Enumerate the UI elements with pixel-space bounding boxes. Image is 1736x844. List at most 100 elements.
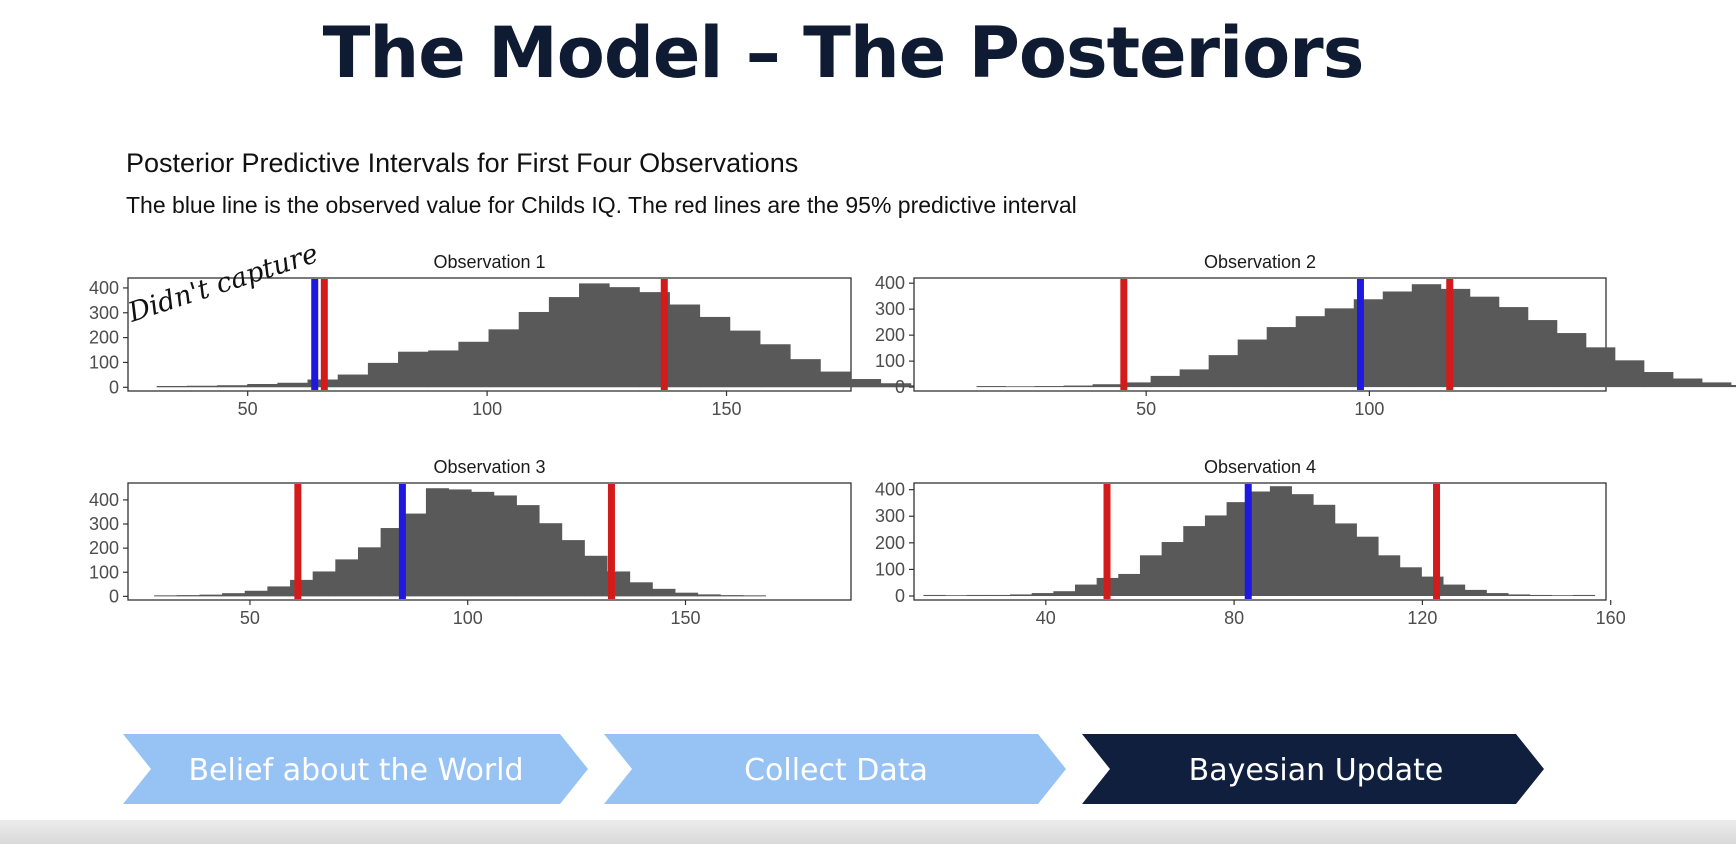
- panel-3-bar: [697, 594, 721, 597]
- panel-4-bar: [1399, 567, 1422, 597]
- panel-4-bar: [923, 594, 946, 597]
- panel-2-bar: [1585, 347, 1616, 388]
- panel-4-interval-upper-line: [1433, 484, 1441, 599]
- panel-1-bar: [548, 297, 580, 388]
- panel-2-y-tick-label: 100: [875, 351, 905, 371]
- panel-1-bar: [609, 287, 640, 388]
- panel-4-y-tick-label: 100: [875, 559, 905, 579]
- panel-2-title: Observation 2: [1204, 252, 1316, 272]
- panel-2-interval-upper-line: [1446, 279, 1454, 390]
- panel-1-bar: [156, 385, 188, 388]
- panel-4-bar: [1486, 593, 1509, 597]
- panel-2-y-tick-label: 200: [875, 325, 905, 345]
- chart-subtitle: The blue line is the observed value for …: [126, 192, 1077, 218]
- panel-2-bar: [1150, 375, 1181, 388]
- panel-3-x-tick-label: 100: [453, 608, 483, 628]
- panel-2-bar: [1643, 372, 1674, 388]
- panel-2-bar: [1556, 333, 1587, 388]
- panel-4-bar: [1031, 593, 1054, 597]
- panel-2-bar: [1034, 386, 1064, 388]
- panel-1-bar: [488, 329, 520, 388]
- panel-2-bar: [1005, 386, 1035, 388]
- panel-2-bar: [1498, 307, 1529, 388]
- panel-2-bar: [1731, 385, 1736, 388]
- panel-1-bar: [428, 350, 459, 388]
- panel-4-y-tick-label: 200: [875, 533, 905, 553]
- panel-2-observed-line: [1356, 279, 1364, 390]
- panel-4-y-tick-label: 300: [875, 506, 905, 526]
- panel-4-bar: [1118, 573, 1141, 597]
- panel-3-bar: [312, 571, 336, 597]
- panel-2-bar: [1179, 369, 1210, 388]
- panel-3-bar: [425, 488, 449, 597]
- flow-step-1-label: Belief about the World: [188, 753, 523, 788]
- panel-2-x-tick-label: 100: [1354, 399, 1384, 419]
- panel-4-bar: [945, 595, 968, 597]
- panel-4-bar: [1204, 515, 1227, 597]
- panel-3-y-tick-label: 300: [89, 514, 119, 534]
- panel-3-bar: [516, 505, 540, 597]
- panel-3-bar: [357, 547, 382, 597]
- panel-2-bar: [1295, 316, 1326, 388]
- panel-4-interval-lower-line: [1103, 484, 1111, 599]
- panel-1-bar: [880, 383, 912, 388]
- panel-2-bar: [1440, 288, 1471, 388]
- panel-3-bar: [403, 513, 427, 597]
- panel-4-bar: [1334, 523, 1357, 597]
- panel-3-y-tick-label: 0: [109, 586, 119, 606]
- panel-2-bar: [1701, 382, 1732, 388]
- panel-4-bar: [1508, 594, 1531, 597]
- panel-1-y-tick-label: 300: [89, 303, 119, 323]
- panel-3: Observation 3 0 100 200 300 400 50 100 150: [89, 457, 852, 628]
- panel-3-x-tick-label: 50: [240, 608, 260, 628]
- panel-1-x-tick-label: 150: [711, 399, 741, 419]
- panel-2-bar: [1527, 320, 1558, 388]
- panel-1-title: Observation 1: [433, 252, 545, 272]
- panel-3-interval-lower-line: [294, 484, 302, 599]
- panel-3-bar: [742, 595, 767, 597]
- panel-2-bar: [1237, 339, 1268, 388]
- panel-3-bar: [380, 528, 404, 597]
- panel-1-x-tick-label: 100: [472, 399, 502, 419]
- panel-1-x-tick-label: 50: [238, 399, 258, 419]
- panel-2-bar: [1092, 384, 1122, 388]
- panel-1-y-tick-label: 200: [89, 328, 119, 348]
- panel-4-bar: [1010, 594, 1033, 597]
- panel-4-bar: [1573, 594, 1596, 597]
- panel-1-y-tick-label: 0: [109, 377, 119, 397]
- panel-4-y-tick-label: 400: [875, 480, 905, 500]
- panel-3-bar: [652, 588, 676, 597]
- panel-1-interval-upper-line: [660, 279, 668, 390]
- panel-1-bar: [337, 374, 369, 388]
- panel-4-bar: [1074, 584, 1098, 597]
- panel-1-bar: [850, 379, 882, 388]
- panel-4-title: Observation 4: [1204, 457, 1316, 477]
- panel-1: Observation 1 0 100 200 300 400 50 100 150: [89, 252, 1032, 419]
- panel-2-x-tick-label: 50: [1136, 399, 1156, 419]
- panel-3-title: Observation 3: [433, 457, 545, 477]
- panel-1-interval-lower-line: [320, 279, 328, 390]
- panel-4-bar: [1378, 555, 1401, 597]
- panel-4-bar: [1183, 526, 1206, 597]
- panel-3-bar: [176, 595, 200, 597]
- panel-4-y-tick-label: 0: [895, 586, 905, 606]
- panel-1-bar: [367, 362, 399, 388]
- panel-1-bar: [518, 311, 550, 388]
- panel-1-bar: [820, 371, 851, 388]
- panel-3-bar: [584, 555, 608, 597]
- panel-3-x-tick-label: 150: [670, 608, 700, 628]
- panel-4-x-tick-label: 40: [1036, 608, 1056, 628]
- panel-4-x-tick-label: 160: [1596, 608, 1626, 628]
- flow-step-2-shape: [604, 734, 1066, 804]
- handwritten-annotation: Didn't capture: [124, 238, 320, 329]
- panel-3-bar: [244, 590, 268, 597]
- panel-4-bar: [1291, 494, 1314, 597]
- panel-4-bar: [966, 594, 989, 597]
- panel-3-bar: [720, 595, 744, 597]
- bottom-band: [0, 820, 1736, 844]
- panel-3-bar: [675, 592, 699, 597]
- panel-1-bar: [729, 330, 761, 388]
- chart-title: Posterior Predictive Intervals for First…: [126, 148, 799, 178]
